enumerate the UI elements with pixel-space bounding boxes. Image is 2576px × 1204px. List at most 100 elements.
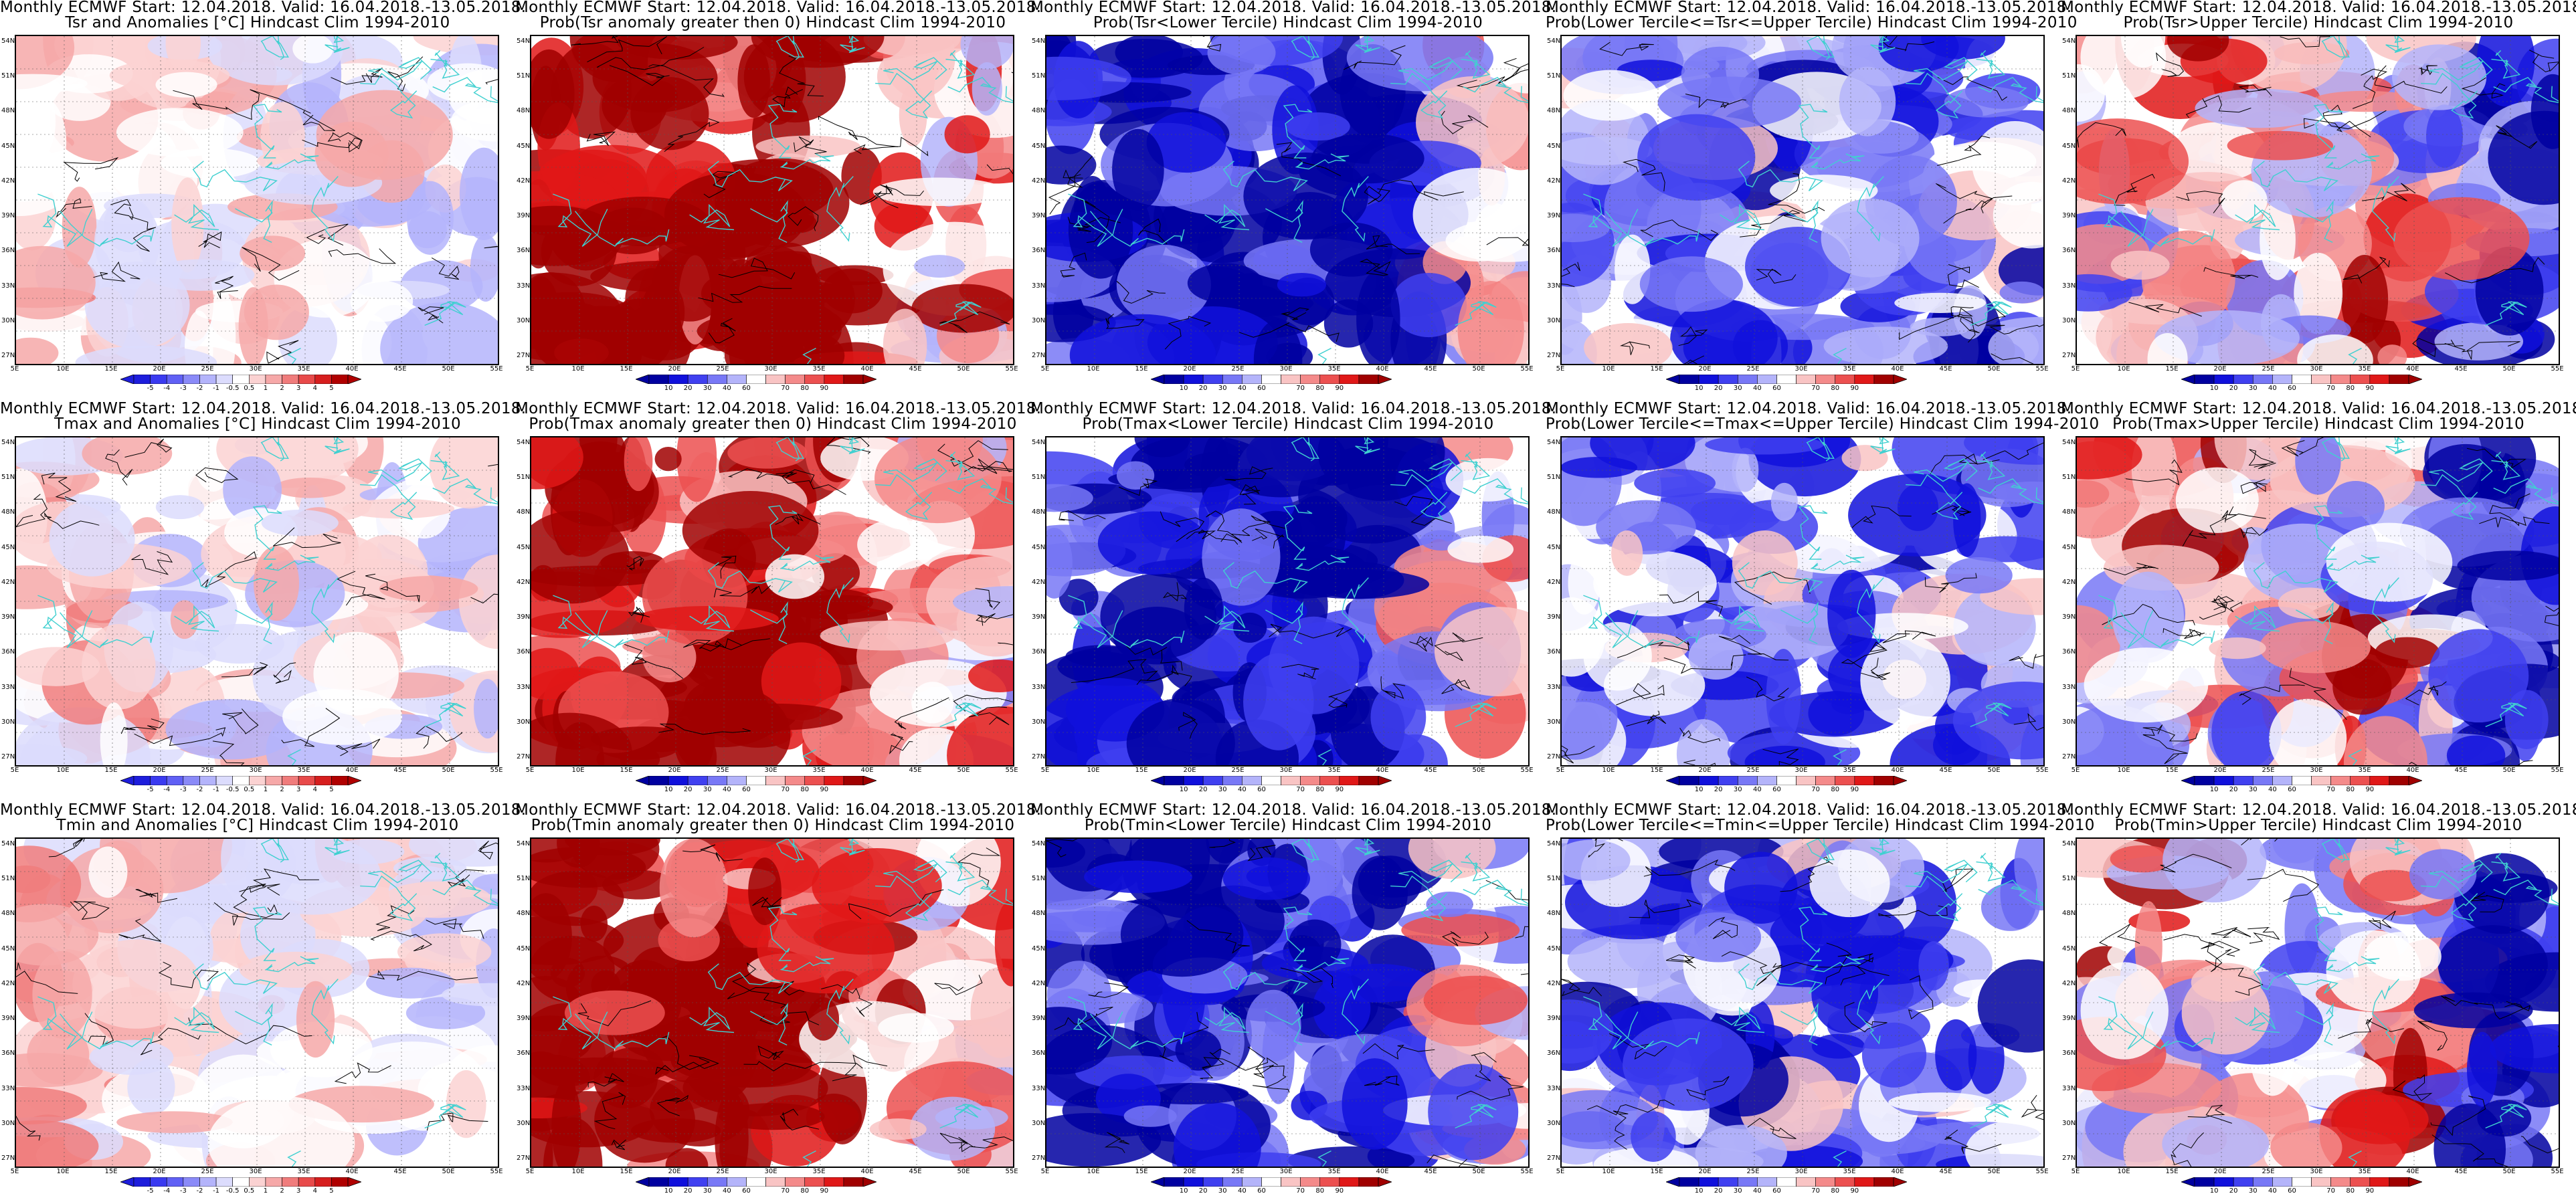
field-patch	[2167, 36, 2229, 62]
field-patch	[1637, 114, 1756, 201]
lat-tick-label: 42N	[1547, 177, 1561, 185]
field-patch	[458, 555, 498, 649]
field-patch	[970, 967, 1013, 1058]
lon-tick-label: 20E	[668, 1168, 681, 1175]
lat-tick-label: 42N	[2062, 177, 2076, 185]
lon-tick-label: 30E	[2310, 1168, 2323, 1175]
colorbar	[1151, 375, 1392, 384]
colorbar-swatch	[314, 375, 332, 384]
lon-tick-label: 50E	[1987, 1168, 2001, 1175]
field-patch	[960, 36, 1013, 70]
colorbar-tick-label: -4	[163, 786, 171, 793]
lon-tick-label: 15E	[620, 767, 633, 774]
field-patch	[2477, 1099, 2532, 1137]
lat-tick-label: 36N	[1, 648, 15, 656]
colorbar-swatch	[1718, 375, 1738, 384]
colorbar-swatch	[2213, 1177, 2234, 1187]
colorbar-tick-label: 3	[296, 1187, 301, 1195]
field-patch	[1134, 437, 1190, 458]
field-patch	[727, 437, 808, 469]
field-patch	[1729, 601, 1849, 660]
lat-tick-label: 51N	[1032, 474, 1046, 482]
panel-subtitle: Prob(Tsr anomaly greater then 0) Hindcas…	[539, 14, 1006, 31]
field-patch	[2490, 1024, 2559, 1074]
field-patch	[16, 337, 59, 364]
colorbar-tick-label: 70	[1296, 786, 1305, 793]
lat-tick-label: 33N	[517, 1084, 531, 1092]
colorbar-swatch	[1222, 776, 1243, 785]
lat-tick-label: 54N	[1032, 840, 1046, 847]
colorbar-tick-label: -0.5	[225, 786, 240, 793]
field-patch	[16, 1053, 103, 1088]
field-patch	[1811, 1033, 1865, 1059]
lon-tick-label: 50E	[442, 365, 455, 373]
lat-tick-label: 48N	[1, 508, 15, 516]
colorbar-tick-label: 20	[683, 1187, 693, 1195]
colorbar	[1151, 1177, 1392, 1187]
lat-tick-label: 45N	[2062, 944, 2076, 952]
lat-tick-label: 45N	[1, 142, 15, 150]
field-patch	[531, 437, 583, 490]
lon-tick-label: 45E	[909, 1168, 922, 1175]
field-patch	[1841, 445, 1888, 472]
map-panel-tmax-1: Monthly ECMWF Start: 12.04.2018. Valid: …	[0, 400, 526, 803]
map-panel-tmin-3: Monthly ECMWF Start: 12.04.2018. Valid: …	[1030, 801, 1556, 1204]
lat-tick-label: 27N	[1032, 1155, 1046, 1162]
colorbar-swatch	[804, 776, 825, 785]
lon-tick-label: 45E	[393, 1168, 407, 1175]
lon-tick-label: 25E	[201, 767, 214, 774]
lat-tick-label: 36N	[1547, 648, 1561, 656]
field-patch	[1317, 437, 1445, 501]
lon-tick-label: 25E	[2262, 365, 2275, 373]
colorbar-swatch	[1261, 1177, 1281, 1187]
map-panel-tmin-2: Monthly ECMWF Start: 12.04.2018. Valid: …	[515, 801, 1041, 1204]
lon-tick-label: 45E	[1939, 1168, 1952, 1175]
lat-tick-label: 27N	[517, 352, 531, 359]
colorbar	[1666, 776, 1907, 785]
colorbar-swatch	[1300, 375, 1321, 384]
field-patch	[2437, 925, 2548, 1004]
lon-tick-label: 25E	[716, 1168, 729, 1175]
lon-tick-label: 5E	[525, 365, 535, 373]
field-patch	[1676, 719, 1731, 765]
lat-tick-label: 45N	[1032, 142, 1046, 150]
lat-tick-label: 45N	[517, 543, 531, 551]
lat-tick-label: 54N	[517, 840, 531, 847]
lat-tick-label: 48N	[2062, 508, 2076, 516]
panel-subtitle: Prob(Tmin>Upper Tercile) Hindcast Clim 1…	[2114, 817, 2522, 834]
field-patch	[88, 846, 128, 898]
colorbar-swatch	[2213, 375, 2234, 384]
colorbar-swatch	[1679, 776, 1699, 785]
lat-tick-label: 36N	[2062, 648, 2076, 656]
colorbar-tick-label: 20	[1198, 1187, 1208, 1195]
lat-tick-label: 27N	[1032, 753, 1046, 761]
lat-tick-label: 51N	[2062, 474, 2076, 482]
lon-tick-label: 25E	[201, 365, 214, 373]
colorbar-swatch	[1873, 1177, 1894, 1187]
field-patch	[1075, 1056, 1192, 1090]
colorbar-swatch	[1164, 776, 1184, 785]
panel-title: Monthly ECMWF Start: 12.04.2018. Valid: …	[515, 0, 1042, 16]
lon-tick-label: 55E	[2035, 365, 2049, 373]
colorbar-tick-label: 90	[1850, 385, 1859, 392]
map-panel-tsr-1: Monthly ECMWF Start: 12.04.2018. Valid: …	[0, 0, 526, 401]
colorbar-swatch	[166, 375, 184, 384]
map-panel-tmax-2: Monthly ECMWF Start: 12.04.2018. Valid: …	[515, 400, 1041, 803]
lat-tick-label: 36N	[1032, 648, 1046, 656]
lat-tick-label: 27N	[1, 1155, 15, 1162]
colorbar-tick-label: 40	[2268, 385, 2277, 392]
lat-tick-label: 42N	[1, 578, 15, 586]
colorbar-swatch	[687, 375, 708, 384]
colorbar-tick-label: 40	[2268, 786, 2277, 793]
field-patch	[1069, 314, 1216, 364]
lon-tick-label: 20E	[153, 767, 166, 774]
panel-title: Monthly ECMWF Start: 12.04.2018. Valid: …	[2061, 400, 2576, 417]
field-patch	[1918, 941, 1949, 991]
colorbar-tick-label: 40	[1237, 385, 1247, 392]
colorbar-swatch	[1796, 776, 1816, 785]
lat-tick-label: 42N	[2062, 979, 2076, 987]
panel-title: Monthly ECMWF Start: 12.04.2018. Valid: …	[2061, 0, 2576, 16]
colorbar-swatch	[314, 776, 332, 785]
lon-tick-label: 45E	[393, 767, 407, 774]
panel-subtitle: Prob(Lower Tercile<=Tmax<=Upper Tercile)…	[1546, 415, 2100, 433]
